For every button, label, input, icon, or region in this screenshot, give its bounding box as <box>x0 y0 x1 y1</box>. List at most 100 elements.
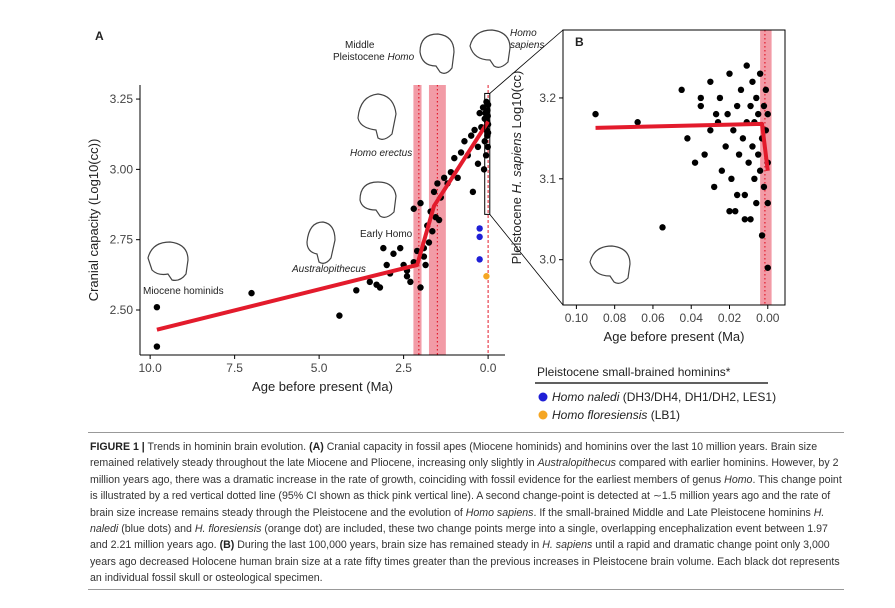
y-tick-label: 3.1 <box>539 172 556 186</box>
data-point <box>758 232 766 239</box>
x-tick-label: 2.5 <box>395 361 412 375</box>
caption-text: Homo sapiens <box>465 506 534 519</box>
y-tick-label: 3.00 <box>110 162 134 176</box>
caption-text: Australopithecus <box>537 457 616 470</box>
data-point <box>153 343 161 350</box>
y-tick-label: 3.25 <box>110 92 134 106</box>
plot-frame <box>562 29 786 306</box>
data-point <box>764 110 771 118</box>
annotation: Homo <box>387 52 414 63</box>
data-point <box>440 174 448 182</box>
data-point <box>366 278 374 286</box>
data-point <box>743 62 750 69</box>
data-point <box>410 205 417 212</box>
data-point <box>737 86 745 94</box>
annotation: Australopithecus <box>291 264 366 275</box>
caption-text: . If the small-brained Middle and Late P… <box>533 506 814 519</box>
x-tick-label: 7.5 <box>226 361 243 375</box>
data-point <box>749 143 756 150</box>
y-tick-label: 2.50 <box>110 303 134 317</box>
data-point <box>764 199 771 207</box>
fit-line <box>156 120 490 332</box>
data-point <box>376 284 384 291</box>
data-point <box>728 175 735 183</box>
data-point <box>476 233 483 241</box>
data-point <box>476 225 483 232</box>
data-point <box>707 127 714 134</box>
data-point <box>701 151 708 158</box>
data-point <box>476 109 483 117</box>
x-tick-label: 5.0 <box>311 361 328 375</box>
data-point <box>153 303 161 311</box>
panel-label: A <box>95 29 104 43</box>
legend-item: Homo floresiensis (LB1) <box>552 408 680 422</box>
y-axis-label: Pleistocene H. sapiens Log10(cc) <box>509 71 524 265</box>
data-point <box>417 284 424 291</box>
data-point <box>753 199 760 207</box>
annotation: Homo erectus <box>350 148 412 159</box>
data-point <box>755 151 762 158</box>
data-point <box>716 94 724 102</box>
data-point <box>474 143 482 151</box>
data-point <box>733 191 741 199</box>
data-point <box>739 135 747 142</box>
caption-text: until a rapid and dramatic change point … <box>90 539 840 585</box>
inset-connector <box>489 29 564 94</box>
data-point <box>724 110 731 118</box>
data-point <box>480 166 488 173</box>
data-point <box>248 289 255 297</box>
data-point <box>745 159 752 166</box>
data-point <box>732 207 739 215</box>
data-point <box>718 167 726 174</box>
data-point <box>592 110 599 118</box>
data-point <box>755 110 762 118</box>
data-point <box>741 216 749 223</box>
data-point <box>471 126 478 134</box>
caption-text: (orange dot) are included, these two cha… <box>90 523 828 552</box>
annotation: Early Homo <box>360 229 413 240</box>
data-point <box>383 261 390 269</box>
x-tick-label: 0.10 <box>565 311 589 325</box>
data-point <box>468 132 475 139</box>
data-point <box>760 183 768 191</box>
data-point <box>430 188 438 196</box>
data-point <box>425 239 433 246</box>
caption: FIGURE 1 | Trends in hominin brain evolu… <box>88 432 844 590</box>
data-point <box>760 102 768 110</box>
data-point <box>726 207 733 215</box>
legend-item: Homo naledi (DH3/DH4, DH1/DH2, LES1) <box>552 390 776 404</box>
legend-marker <box>538 392 548 402</box>
x-tick-label: 0.08 <box>603 311 627 325</box>
data-point <box>678 86 685 94</box>
data-point <box>451 154 458 162</box>
data-point <box>749 78 756 85</box>
data-point <box>417 199 424 207</box>
data-point <box>741 191 749 199</box>
data-point <box>733 102 741 110</box>
annotation: Pleistocene <box>333 52 385 63</box>
caption-text: H. floresiensis <box>194 523 262 536</box>
data-point <box>697 102 704 110</box>
data-point <box>659 224 666 231</box>
legend-note: (DH3/DH4, DH1/DH2, LES1) <box>619 390 776 404</box>
data-point <box>482 152 490 159</box>
data-point <box>461 138 468 145</box>
data-point <box>762 86 770 94</box>
data-point <box>476 256 483 263</box>
data-point <box>697 94 704 102</box>
data-point <box>484 129 492 137</box>
data-point <box>429 228 436 235</box>
caption-text: compared with earlier hominins. However,… <box>90 457 839 486</box>
data-point <box>407 278 414 286</box>
data-point <box>484 107 491 114</box>
data-point <box>422 261 429 269</box>
y-tick-label: 3.2 <box>539 91 556 105</box>
annotation: Homo <box>510 28 537 39</box>
data-point <box>764 264 771 271</box>
data-point <box>747 216 754 223</box>
x-tick-label: 0.04 <box>680 311 704 325</box>
data-point <box>454 174 461 182</box>
caption-text: Trends in hominin brain evolution. <box>144 441 310 453</box>
data-point <box>707 78 714 85</box>
